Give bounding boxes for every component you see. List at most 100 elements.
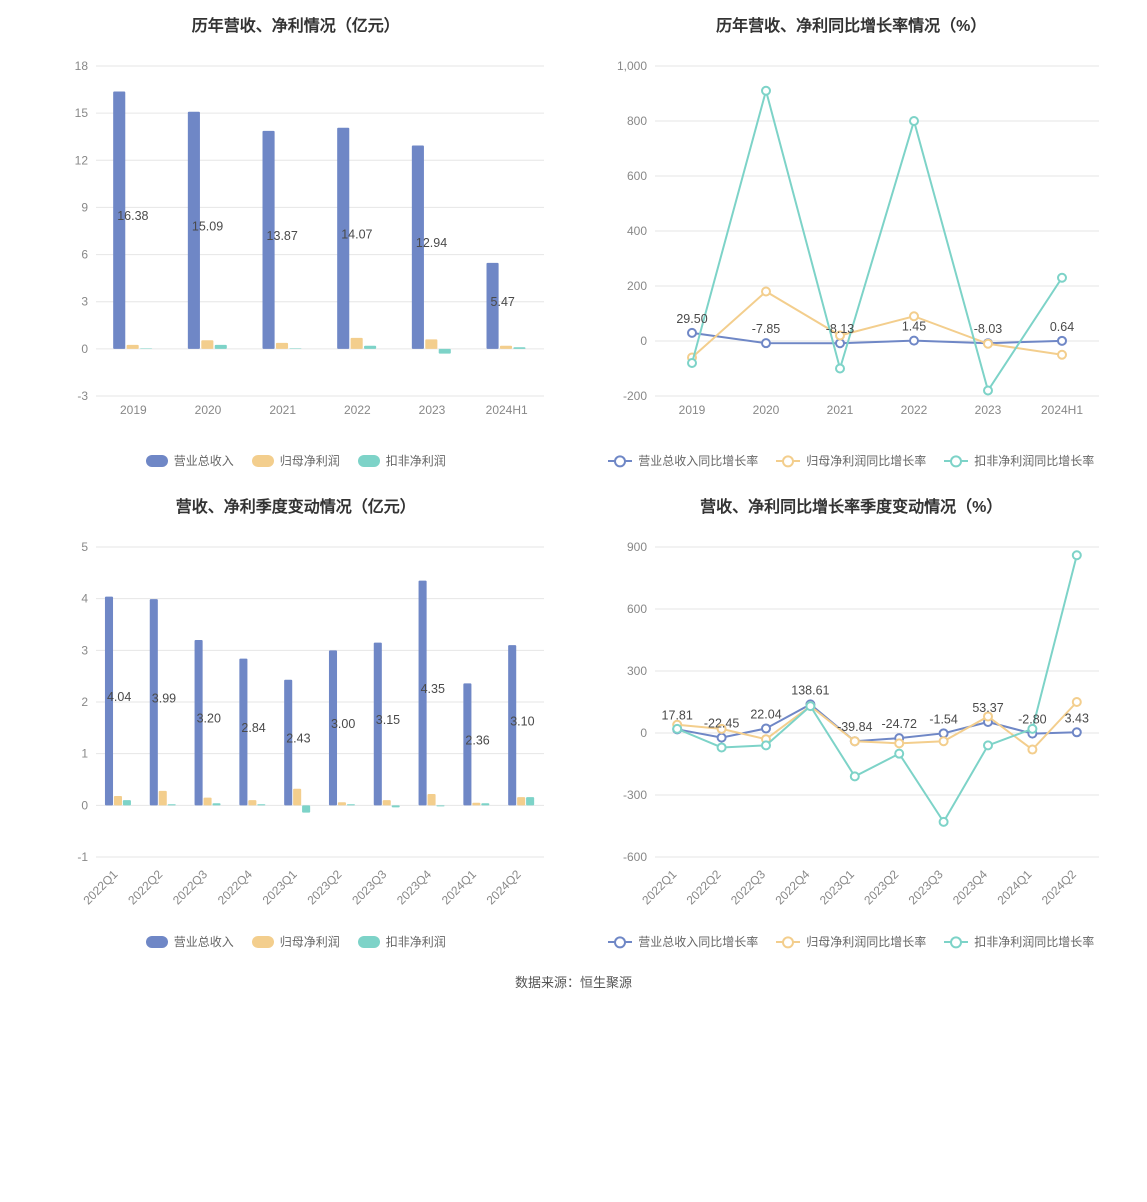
line-value-label: -24.72	[882, 717, 917, 731]
legend-swatch	[252, 455, 274, 467]
bar-value-label: 14.07	[341, 227, 372, 241]
legend: 营业总收入归母净利润扣非净利润	[136, 452, 456, 469]
legend-label: 扣非净利润	[386, 933, 446, 950]
marker	[1058, 351, 1066, 359]
x-tick-label: 2023	[418, 403, 445, 417]
chart-cell-quarter_bar: 营收、净利季度变动情况（亿元）-10123452022Q12022Q22022Q…	[28, 489, 564, 950]
chart-cell-quarter_growth: 营收、净利同比增长率季度变动情况（%）-600-3000300600900202…	[584, 489, 1120, 950]
x-tick-label: 2023Q2	[304, 867, 344, 907]
bar-归母净利润	[472, 803, 480, 806]
line-归母净利润同比增长率	[692, 292, 1062, 358]
y-tick-label: -300	[623, 788, 647, 802]
y-tick-label: 400	[627, 224, 647, 238]
legend-label: 营业总收入	[174, 933, 234, 950]
bar-扣非净利润	[347, 804, 355, 805]
y-tick-label: 18	[74, 59, 88, 73]
line-营业总收入同比增长率	[692, 333, 1062, 343]
y-tick-label: 0	[641, 726, 648, 740]
bar-归母净利润	[276, 343, 288, 349]
marker	[718, 734, 726, 742]
bar-value-label: 2.43	[286, 732, 310, 746]
legend-label: 营业总收入同比增长率	[638, 933, 758, 950]
x-tick-label: 2021	[827, 403, 854, 417]
line-value-label: -7.85	[752, 322, 781, 336]
marker	[762, 724, 770, 732]
x-tick-label: 2022	[901, 403, 928, 417]
marker	[895, 750, 903, 758]
bar-扣非净利润	[167, 804, 175, 805]
y-tick-label: 15	[74, 106, 88, 120]
x-tick-label: 2023Q3	[349, 867, 389, 907]
x-tick-label: 2023Q4	[394, 867, 434, 907]
marker	[762, 288, 770, 296]
y-tick-label: 12	[74, 153, 88, 167]
y-tick-label: -600	[623, 850, 647, 864]
bar-扣非净利润	[289, 348, 301, 349]
x-tick-label: 2024Q1	[995, 867, 1035, 907]
line-value-label: -22.45	[704, 717, 739, 731]
line-value-label: 3.43	[1065, 711, 1089, 725]
legend-item: 归母净利润同比增长率	[776, 452, 926, 469]
y-tick-label: 2	[81, 695, 88, 709]
x-tick-label: 2022Q1	[80, 867, 120, 907]
marker	[940, 737, 948, 745]
y-tick-label: 300	[627, 664, 647, 678]
bar-扣非净利润	[140, 349, 152, 350]
legend-swatch	[944, 460, 968, 462]
bar-value-label: 2.84	[241, 721, 265, 735]
chart-title: 营收、净利季度变动情况（亿元）	[176, 493, 416, 517]
bar-归母净利润	[201, 340, 213, 349]
bar-扣非净利润	[438, 349, 450, 354]
legend-item: 归母净利润同比增长率	[776, 933, 926, 950]
marker	[940, 729, 948, 737]
line-value-label: -8.03	[974, 322, 1003, 336]
bar-value-label: 5.47	[490, 295, 514, 309]
chart-quarter_bar: -10123452022Q12022Q22022Q32022Q42023Q120…	[36, 527, 556, 927]
bar-value-label: 12.94	[416, 236, 447, 250]
marker	[910, 337, 918, 345]
marker	[1058, 337, 1066, 345]
legend-swatch	[358, 936, 380, 948]
x-tick-label: 2022Q3	[170, 867, 210, 907]
line-value-label: 0.64	[1050, 320, 1074, 334]
marker	[984, 741, 992, 749]
line-value-label: -39.84	[837, 720, 872, 734]
x-tick-label: 2024Q2	[1039, 867, 1079, 907]
charts-grid: 历年营收、净利情况（亿元）-30369121518201920202021202…	[0, 0, 1147, 954]
y-tick-label: 0	[81, 342, 88, 356]
x-tick-label: 2022Q2	[684, 867, 724, 907]
y-tick-label: 900	[627, 540, 647, 554]
y-tick-label: 3	[81, 295, 88, 309]
bar-归母净利润	[500, 346, 512, 349]
legend-swatch	[776, 460, 800, 462]
x-tick-label: 2022	[344, 403, 371, 417]
marker	[762, 87, 770, 95]
legend-item: 扣非净利润	[358, 452, 446, 469]
x-tick-label: 2023Q2	[861, 867, 901, 907]
y-tick-label: 0	[81, 798, 88, 812]
marker	[1073, 728, 1081, 736]
legend-item: 扣非净利润同比增长率	[944, 933, 1094, 950]
bar-扣非净利润	[436, 805, 444, 806]
bar-value-label: 16.38	[117, 209, 148, 223]
legend-swatch	[608, 941, 632, 943]
marker	[910, 117, 918, 125]
y-tick-label: 4	[81, 592, 88, 606]
chart-cell-annual_growth: 历年营收、净利同比增长率情况（%）-20002004006008001,0002…	[584, 8, 1120, 469]
chart-quarter_growth: -600-30003006009002022Q12022Q22022Q32022…	[591, 527, 1111, 927]
legend-item: 营业总收入	[146, 452, 234, 469]
y-tick-label: 600	[627, 169, 647, 183]
chart-title: 历年营收、净利同比增长率情况（%）	[716, 12, 986, 36]
bar-归母净利润	[517, 797, 525, 805]
marker	[718, 743, 726, 751]
legend-item: 扣非净利润	[358, 933, 446, 950]
y-tick-label: 5	[81, 540, 88, 554]
legend-swatch	[358, 455, 380, 467]
x-tick-label: 2022Q2	[125, 867, 165, 907]
line-value-label: -1.54	[930, 712, 959, 726]
line-value-label: 53.37	[973, 701, 1004, 715]
legend-swatch	[944, 941, 968, 943]
bar-扣非净利润	[212, 803, 220, 805]
marker	[673, 725, 681, 733]
bar-扣非净利润	[481, 803, 489, 805]
